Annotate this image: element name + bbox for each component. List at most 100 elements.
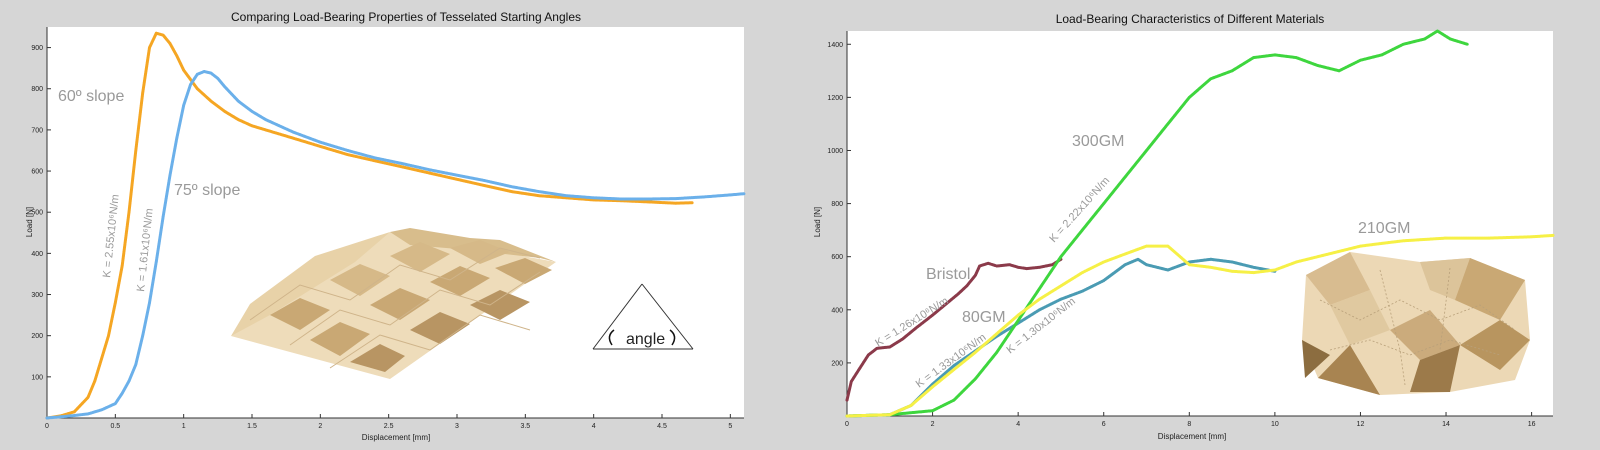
data-point	[537, 194, 541, 198]
left-y-axis-label: Load [N]	[25, 207, 34, 237]
data-point	[161, 215, 165, 218]
data-point	[161, 33, 165, 37]
right-panel: Load-Bearing Characteristics of Differen…	[813, 12, 1555, 441]
data-point	[202, 70, 206, 73]
data-point	[148, 301, 151, 305]
data-point	[952, 364, 956, 367]
data-point	[1188, 263, 1191, 266]
angle-label: angle	[626, 331, 665, 348]
series-line-2	[45, 70, 746, 420]
left-x-axis-label: Displacement [mm]	[362, 433, 430, 442]
data-point	[1016, 319, 1020, 322]
data-point	[1123, 263, 1127, 266]
left-chart-title: Comparing Load-Bearing Properties of Tes…	[231, 10, 581, 24]
data-point	[237, 99, 240, 103]
data-point	[901, 337, 904, 341]
data-point	[1230, 69, 1234, 73]
data-point	[1038, 297, 1041, 301]
x-tick-label: 8	[1187, 421, 1191, 428]
data-point	[1230, 260, 1234, 264]
data-point	[428, 171, 431, 175]
data-point	[1059, 255, 1063, 258]
data-point	[952, 398, 956, 402]
data-point	[510, 190, 513, 193]
data-point	[45, 416, 49, 420]
y-tick-label: 200	[831, 360, 843, 367]
data-point	[619, 197, 623, 201]
data-point	[931, 409, 934, 412]
data-point	[189, 83, 192, 86]
data-point	[1530, 235, 1533, 239]
data-point	[1051, 263, 1054, 266]
data-point	[100, 357, 103, 360]
x-tick-label: 4.5	[657, 423, 667, 430]
left-panel: Comparing Load-Bearing Properties of Tes…	[25, 10, 746, 442]
y-tick-label: 600	[831, 254, 843, 261]
data-point	[93, 379, 97, 383]
data-point	[875, 346, 879, 350]
data-point	[995, 264, 999, 268]
data-point	[1466, 42, 1469, 46]
data-point	[1102, 279, 1106, 282]
data-point	[134, 149, 138, 152]
data-point	[965, 284, 969, 288]
y-tick-label: 300	[31, 292, 43, 299]
data-point	[127, 210, 131, 214]
x-tick-label: 14	[1442, 421, 1450, 428]
data-point	[1081, 228, 1084, 232]
data-point	[1016, 266, 1020, 269]
data-point	[909, 404, 913, 407]
data-point	[120, 392, 124, 395]
data-point	[974, 350, 977, 354]
data-point	[1008, 263, 1011, 266]
y-tick-label: 1400	[827, 42, 843, 49]
tessellation-illustration	[231, 228, 556, 379]
data-point	[291, 136, 295, 140]
data-point	[168, 42, 172, 45]
data-point	[1166, 244, 1170, 248]
data-point	[73, 414, 76, 417]
data-point	[1038, 287, 1041, 290]
data-point	[1444, 236, 1448, 240]
data-point	[1294, 56, 1298, 59]
data-point	[1252, 271, 1255, 274]
data-point	[209, 99, 213, 103]
data-point	[319, 145, 322, 148]
data-point	[127, 379, 131, 383]
data-point	[1273, 268, 1277, 272]
data-point	[155, 260, 158, 263]
data-point	[674, 201, 677, 205]
data-point	[931, 313, 934, 317]
data-point	[175, 136, 179, 140]
data-point	[141, 91, 144, 95]
y-tick-label: 200	[31, 333, 43, 340]
series-line-1	[45, 31, 694, 420]
y-tick-label: 1200	[827, 95, 843, 102]
y-tick-label: 700	[31, 127, 43, 134]
data-point	[1359, 244, 1362, 248]
data-point	[701, 195, 705, 199]
x-tick-label: 4	[1016, 421, 1020, 428]
data-point	[1209, 266, 1212, 269]
x-tick-label: 1	[182, 423, 186, 430]
data-point	[86, 412, 90, 416]
series-line-4	[845, 233, 1555, 418]
data-point	[1145, 263, 1148, 266]
data-point	[1252, 266, 1255, 269]
series-annotation: 60º slope	[58, 88, 124, 105]
x-tick-label: 2	[318, 423, 322, 430]
data-point	[175, 54, 179, 58]
data-point	[264, 118, 267, 121]
series-annotation: 80GM	[962, 309, 1006, 326]
data-point	[956, 292, 960, 296]
x-tick-label: 1.5	[247, 423, 257, 430]
data-point	[401, 165, 404, 169]
data-point	[1059, 284, 1063, 288]
data-point	[250, 124, 254, 128]
y-tick-label: 400	[31, 251, 43, 258]
data-point	[428, 168, 431, 172]
data-point	[1380, 53, 1384, 57]
y-tick-label: 500	[31, 210, 43, 217]
data-point	[114, 301, 117, 305]
